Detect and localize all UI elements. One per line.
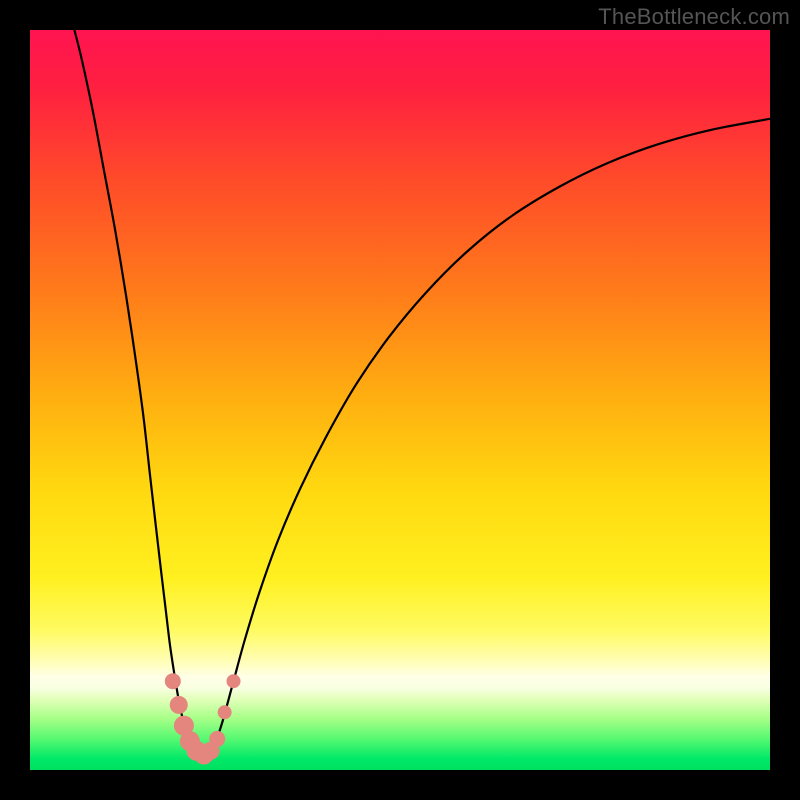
data-marker: [218, 705, 232, 719]
chart-container: TheBottleneck.com: [0, 0, 800, 800]
data-marker: [165, 673, 181, 689]
plot-area: [30, 30, 770, 770]
data-marker: [209, 731, 225, 747]
data-marker: [227, 674, 241, 688]
plot-svg: [30, 30, 770, 770]
watermark-text: TheBottleneck.com: [598, 4, 790, 30]
data-marker: [170, 696, 188, 714]
